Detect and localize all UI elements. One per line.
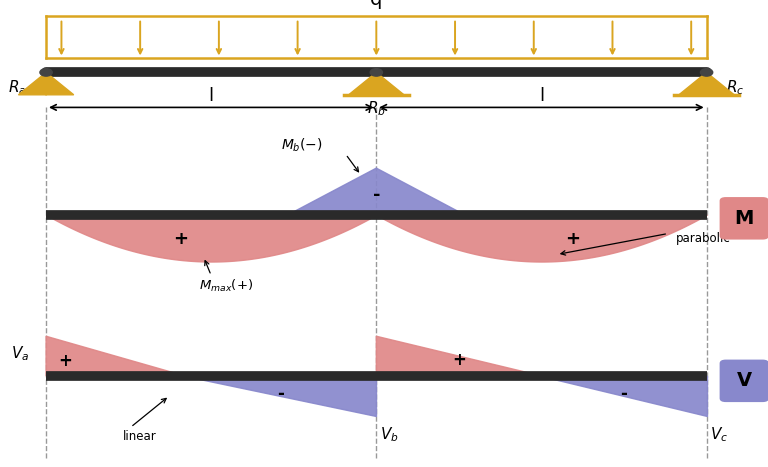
Polygon shape bbox=[541, 376, 707, 416]
Circle shape bbox=[700, 69, 713, 76]
Text: $M_b(-)$: $M_b(-)$ bbox=[281, 137, 323, 154]
Text: -: - bbox=[621, 385, 627, 403]
Text: -: - bbox=[372, 186, 380, 204]
Text: $M_{max}(+)$: $M_{max}(+)$ bbox=[200, 278, 253, 294]
Text: $V_b$: $V_b$ bbox=[380, 425, 399, 444]
Text: $V_c$: $V_c$ bbox=[710, 425, 729, 444]
Text: $R_a$: $R_a$ bbox=[8, 78, 27, 97]
Polygon shape bbox=[679, 72, 734, 95]
Text: V: V bbox=[737, 371, 752, 390]
Text: linear: linear bbox=[123, 430, 157, 443]
Text: l: l bbox=[209, 87, 214, 105]
Circle shape bbox=[370, 69, 382, 76]
Circle shape bbox=[40, 69, 52, 76]
Polygon shape bbox=[349, 72, 404, 95]
FancyBboxPatch shape bbox=[720, 197, 768, 240]
Polygon shape bbox=[288, 168, 465, 215]
Text: $R_c$: $R_c$ bbox=[726, 78, 744, 97]
Text: l: l bbox=[539, 87, 544, 105]
Text: +: + bbox=[58, 352, 72, 370]
FancyBboxPatch shape bbox=[720, 360, 768, 402]
Text: +: + bbox=[564, 230, 580, 248]
Polygon shape bbox=[46, 336, 185, 376]
Text: -: - bbox=[277, 385, 284, 403]
Text: +: + bbox=[173, 230, 188, 248]
Text: +: + bbox=[452, 351, 466, 369]
Polygon shape bbox=[376, 336, 541, 376]
Text: q: q bbox=[370, 0, 382, 9]
Text: parabolic: parabolic bbox=[676, 232, 730, 245]
Text: $V_a$: $V_a$ bbox=[11, 345, 29, 363]
Polygon shape bbox=[185, 376, 376, 416]
Text: M: M bbox=[734, 209, 754, 228]
Polygon shape bbox=[18, 72, 74, 95]
Text: $R_b$: $R_b$ bbox=[367, 99, 386, 118]
